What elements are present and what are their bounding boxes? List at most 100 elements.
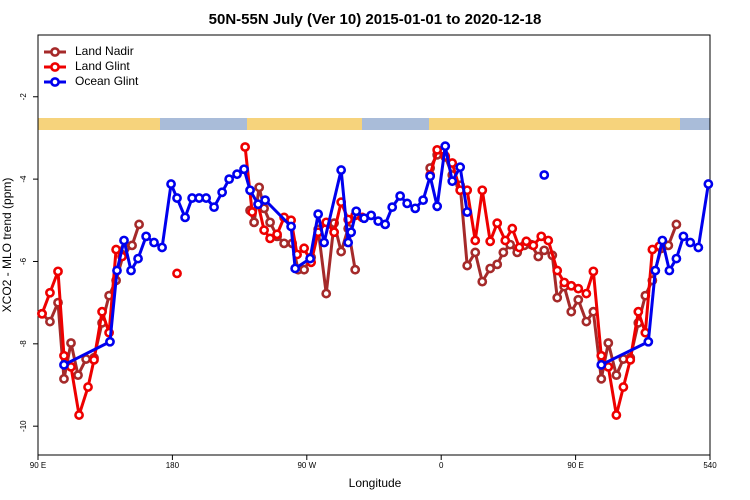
data-point: [611, 410, 622, 420]
data-point: [633, 306, 644, 317]
chart-title: 50N-55N July (Ver 10) 2015-01-01 to 2020…: [209, 11, 542, 28]
data-point: [477, 276, 488, 287]
data-point: [119, 235, 129, 246]
data-point: [618, 382, 629, 392]
data-point: [321, 288, 332, 299]
data-point: [217, 187, 228, 198]
data-point: [366, 210, 377, 221]
data-point: [279, 238, 290, 249]
data-point: [245, 185, 255, 196]
data-point: [402, 198, 413, 209]
data-point: [533, 251, 544, 262]
data-point: [492, 218, 503, 229]
data-point: [566, 306, 577, 317]
data-point: [134, 219, 144, 230]
data-point: [410, 203, 421, 214]
x-tick-label: 90 E: [567, 461, 583, 470]
data-point: [432, 201, 443, 212]
legend-label: Ocean Glint: [75, 74, 139, 88]
data-point: [588, 266, 599, 277]
data-point: [254, 182, 265, 193]
y-tick-label: -8: [19, 340, 28, 348]
data-point: [59, 359, 69, 370]
data-point: [45, 316, 55, 327]
data-point: [286, 221, 297, 232]
data-point: [336, 165, 347, 175]
data-point: [346, 227, 357, 238]
data-point: [643, 336, 654, 347]
data-point: [664, 265, 675, 276]
data-point: [59, 350, 69, 361]
data-point: [485, 263, 496, 274]
data-point: [477, 185, 488, 196]
data-point: [528, 240, 539, 251]
data-point: [37, 308, 47, 319]
data-point: [111, 244, 122, 255]
data-point: [573, 283, 584, 294]
data-point: [462, 207, 473, 217]
data-point: [313, 209, 324, 220]
legend-marker: [50, 62, 60, 72]
data-point: [127, 240, 137, 251]
data-point: [201, 193, 212, 203]
land-band: [38, 118, 160, 130]
data-point: [172, 268, 182, 279]
data-point: [625, 354, 636, 365]
data-point: [224, 174, 235, 185]
data-point: [299, 264, 310, 275]
data-point: [66, 338, 76, 348]
y-tick-label: -4: [19, 175, 28, 183]
data-point: [343, 237, 354, 248]
data-point: [73, 370, 83, 381]
data-point: [299, 243, 310, 254]
x-tick-label: 180: [166, 461, 180, 470]
data-point: [166, 179, 176, 189]
data-point: [265, 233, 275, 244]
data-point: [74, 410, 84, 420]
data-point: [440, 141, 451, 152]
data-point: [703, 179, 714, 189]
data-point: [351, 206, 362, 217]
data-point: [671, 253, 682, 264]
data-point: [492, 259, 503, 270]
data-point: [395, 191, 406, 201]
data-point: [329, 227, 340, 238]
data-point: [470, 235, 481, 246]
data-point: [539, 170, 550, 180]
data-point: [97, 306, 107, 317]
land-ocean-strip: [38, 118, 710, 130]
data-point: [247, 207, 258, 217]
data-point: [455, 162, 466, 173]
data-point: [380, 219, 391, 230]
data-point: [596, 359, 607, 370]
x-tick-label: 0: [439, 461, 444, 470]
data-point: [693, 242, 704, 253]
data-point: [521, 236, 532, 247]
data-point: [581, 316, 592, 327]
data-point: [650, 265, 661, 276]
data-point: [671, 219, 682, 230]
x-axis-label: Longitude: [349, 476, 402, 490]
data-point: [239, 164, 249, 175]
data-point: [83, 382, 93, 392]
data-point: [685, 237, 696, 248]
data-point: [59, 373, 69, 384]
y-tick-label: -2: [19, 93, 28, 101]
data-point: [149, 237, 159, 248]
data-point: [596, 350, 607, 361]
data-point: [232, 169, 242, 180]
legend-label: Land Glint: [75, 59, 130, 73]
data-point: [180, 212, 190, 223]
data-point: [514, 242, 525, 253]
data-point: [112, 265, 122, 276]
x-tick-label: 90 W: [297, 461, 316, 470]
data-point: [536, 231, 547, 242]
data-point: [573, 294, 584, 305]
data-point: [657, 235, 668, 246]
data-point: [470, 247, 481, 258]
legend-label: Land Nadir: [75, 44, 134, 58]
data-point: [507, 223, 518, 234]
data-point: [53, 266, 63, 277]
data-point: [611, 370, 622, 381]
